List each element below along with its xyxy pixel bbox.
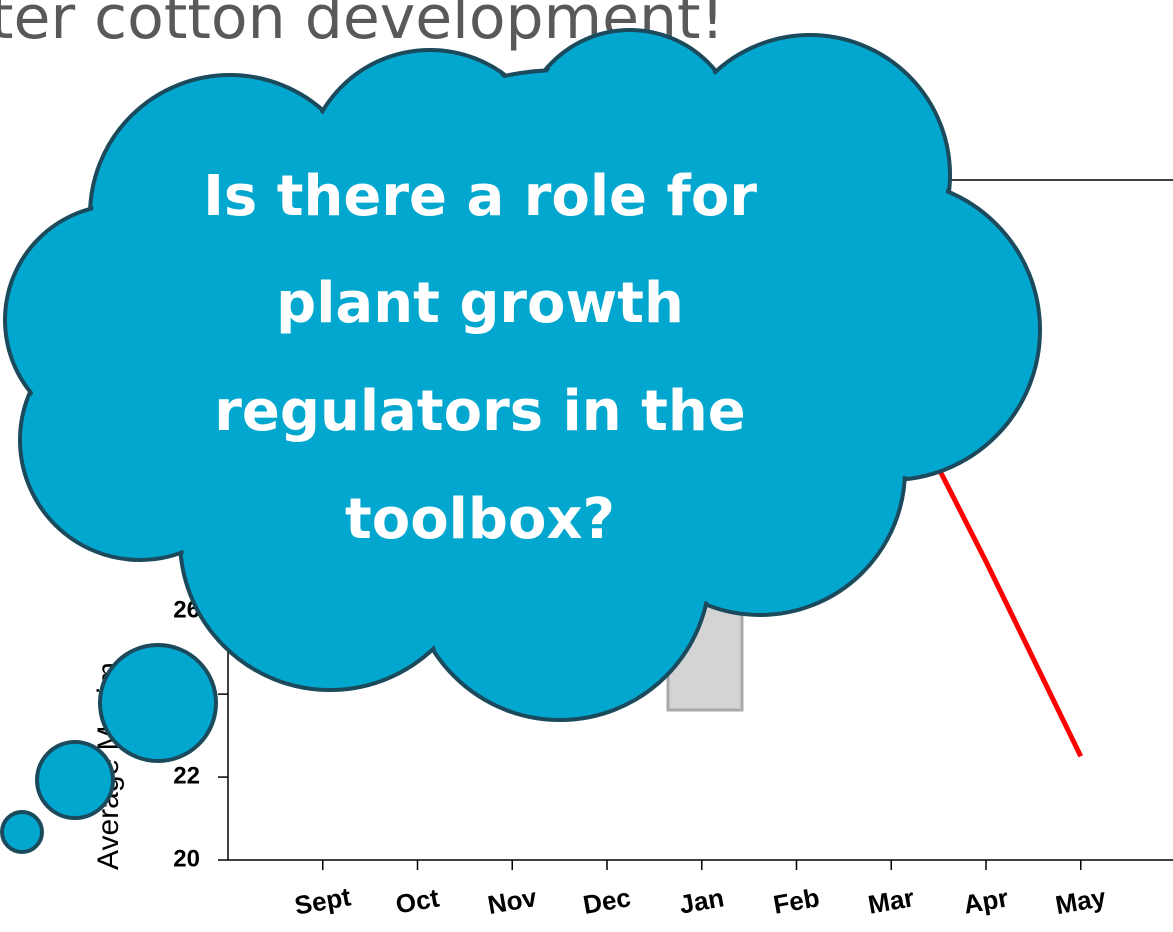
x-tick-label: Feb (771, 882, 822, 920)
y-tick-label: 22 (173, 762, 200, 789)
x-tick-label: Sept (292, 881, 353, 920)
callout-text: plant growth (276, 271, 684, 336)
x-tick-label: Apr (961, 882, 1010, 919)
x-tick-label: Dec (581, 882, 633, 920)
callout-text: toolbox? (345, 487, 615, 552)
y-tick-label: 20 (173, 845, 200, 872)
x-tick-label: May (1053, 882, 1109, 920)
callout-text: regulators in the (214, 379, 745, 444)
x-tick-label: Oct (393, 882, 441, 919)
x-tick-label: Nov (485, 882, 539, 920)
cloud-bubble (37, 742, 113, 818)
x-tick-label: Mar (866, 882, 917, 920)
slide: ter cotton development! Average Maxim 20… (0, 0, 1173, 932)
callout-text: Is there a role for (203, 164, 757, 229)
thought-cloud: Is there a role for plant growth regulator… (2, 30, 1040, 852)
x-tick-label: Jan (677, 882, 726, 919)
cloud-bubble (100, 645, 216, 761)
cloud-bubble (2, 812, 42, 852)
